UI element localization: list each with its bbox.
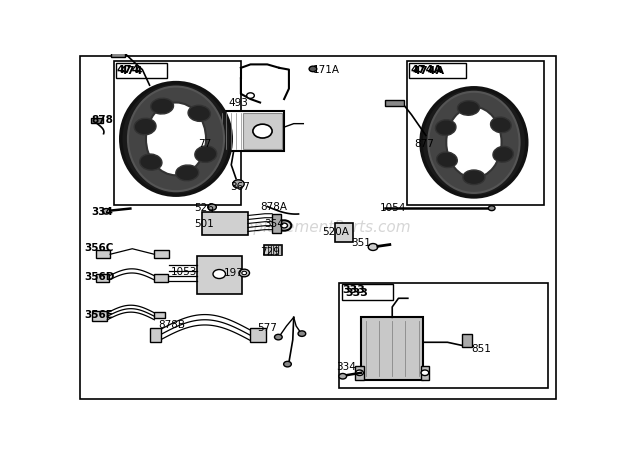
Text: 520A: 520A <box>322 227 350 237</box>
Text: 851: 851 <box>471 344 492 354</box>
Ellipse shape <box>195 146 217 162</box>
Bar <box>91 118 103 123</box>
Circle shape <box>208 204 216 210</box>
Text: 356C: 356C <box>85 243 114 253</box>
Circle shape <box>277 220 291 231</box>
Text: 577: 577 <box>258 323 278 333</box>
Bar <box>116 63 167 78</box>
Bar <box>243 113 281 149</box>
Text: 878B: 878B <box>158 320 185 330</box>
Circle shape <box>213 270 226 279</box>
Bar <box>462 334 472 347</box>
Text: 474: 474 <box>117 65 140 75</box>
Ellipse shape <box>176 165 198 181</box>
Text: 1054: 1054 <box>380 203 407 213</box>
Circle shape <box>309 66 317 72</box>
Ellipse shape <box>463 170 485 184</box>
Bar <box>342 284 392 300</box>
Circle shape <box>283 361 291 367</box>
Text: 356E: 356E <box>85 310 113 320</box>
Circle shape <box>489 206 495 211</box>
Text: 77: 77 <box>198 139 212 149</box>
Text: 501: 501 <box>194 220 213 230</box>
Bar <box>210 111 284 151</box>
Circle shape <box>281 223 288 228</box>
Ellipse shape <box>490 117 511 133</box>
Ellipse shape <box>436 152 458 167</box>
Text: eReplacementParts.com: eReplacementParts.com <box>224 220 411 235</box>
Circle shape <box>421 370 429 376</box>
Bar <box>113 61 241 205</box>
Circle shape <box>339 374 347 379</box>
Bar <box>149 328 161 342</box>
Ellipse shape <box>446 107 502 178</box>
Ellipse shape <box>121 83 231 195</box>
Bar <box>249 328 267 342</box>
Circle shape <box>253 124 272 138</box>
Circle shape <box>298 331 306 337</box>
Text: 334: 334 <box>336 361 356 372</box>
Circle shape <box>232 180 244 188</box>
Text: 474: 474 <box>119 67 143 76</box>
Bar <box>264 245 282 255</box>
Text: 493: 493 <box>229 98 249 108</box>
Circle shape <box>356 370 363 376</box>
Bar <box>385 100 404 106</box>
Bar <box>268 245 271 255</box>
Text: 333: 333 <box>343 285 366 295</box>
Ellipse shape <box>188 105 210 122</box>
Text: 367: 367 <box>230 182 250 192</box>
Ellipse shape <box>435 120 456 135</box>
Bar <box>409 63 466 78</box>
Text: 878A: 878A <box>260 202 287 212</box>
Bar <box>335 223 353 242</box>
Ellipse shape <box>146 103 206 175</box>
Bar <box>355 366 364 380</box>
Text: 356D: 356D <box>85 273 115 283</box>
Circle shape <box>247 93 254 99</box>
Text: 351: 351 <box>352 238 371 248</box>
Bar <box>154 274 168 282</box>
Ellipse shape <box>458 101 479 115</box>
Bar <box>154 312 165 318</box>
Bar <box>273 245 276 255</box>
Text: 526: 526 <box>194 203 214 213</box>
Text: 474A: 474A <box>410 65 442 75</box>
Text: 1053: 1053 <box>171 267 198 277</box>
Bar <box>272 215 281 234</box>
Ellipse shape <box>140 154 162 170</box>
Bar <box>92 311 107 321</box>
Bar <box>420 366 429 380</box>
Text: 877: 877 <box>414 139 434 149</box>
Bar <box>361 317 423 380</box>
Circle shape <box>102 208 110 214</box>
Ellipse shape <box>128 86 224 191</box>
Ellipse shape <box>134 118 156 135</box>
Circle shape <box>239 269 249 277</box>
Bar <box>197 256 242 294</box>
Bar <box>95 251 110 258</box>
Text: 878: 878 <box>91 115 113 125</box>
Text: 474A: 474A <box>412 67 445 76</box>
Text: 729: 729 <box>260 247 280 256</box>
Text: 197: 197 <box>224 268 244 278</box>
Bar <box>111 51 125 58</box>
Bar <box>278 245 281 255</box>
Bar <box>407 61 544 205</box>
Ellipse shape <box>421 88 527 197</box>
Text: 171A: 171A <box>313 65 340 75</box>
Bar <box>339 283 548 388</box>
Circle shape <box>275 334 282 340</box>
Text: 334: 334 <box>91 207 113 216</box>
Bar <box>154 251 169 258</box>
Circle shape <box>368 243 378 251</box>
Ellipse shape <box>151 98 174 114</box>
Text: 354: 354 <box>264 219 285 229</box>
Ellipse shape <box>493 146 513 162</box>
Ellipse shape <box>428 92 520 193</box>
Bar <box>95 274 109 282</box>
Bar <box>202 212 248 235</box>
Circle shape <box>242 271 247 274</box>
Text: 333: 333 <box>345 288 368 298</box>
